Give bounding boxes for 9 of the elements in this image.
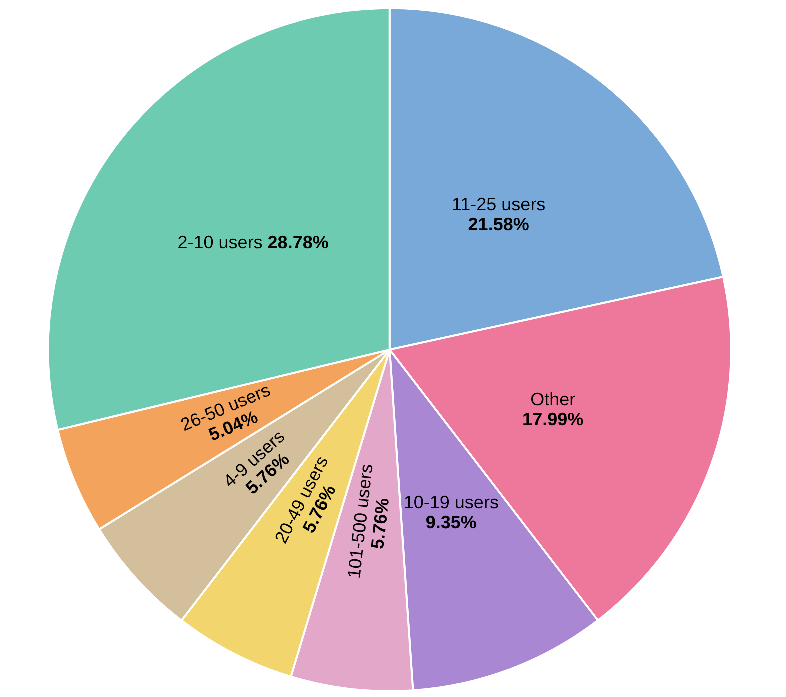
- slice-label: 10-19 users: [404, 492, 499, 512]
- slice-label: 11-25 users: [452, 194, 546, 215]
- slice-label: Other: [530, 389, 576, 410]
- data-label: 5.76%: [368, 497, 394, 550]
- data-label: 21.58%: [468, 214, 530, 235]
- data-label: 17.99%: [522, 409, 584, 430]
- slice-label: 2-10 users: [178, 232, 263, 252]
- data-label: 28.78%: [268, 232, 329, 252]
- data-label: 9.35%: [426, 512, 477, 532]
